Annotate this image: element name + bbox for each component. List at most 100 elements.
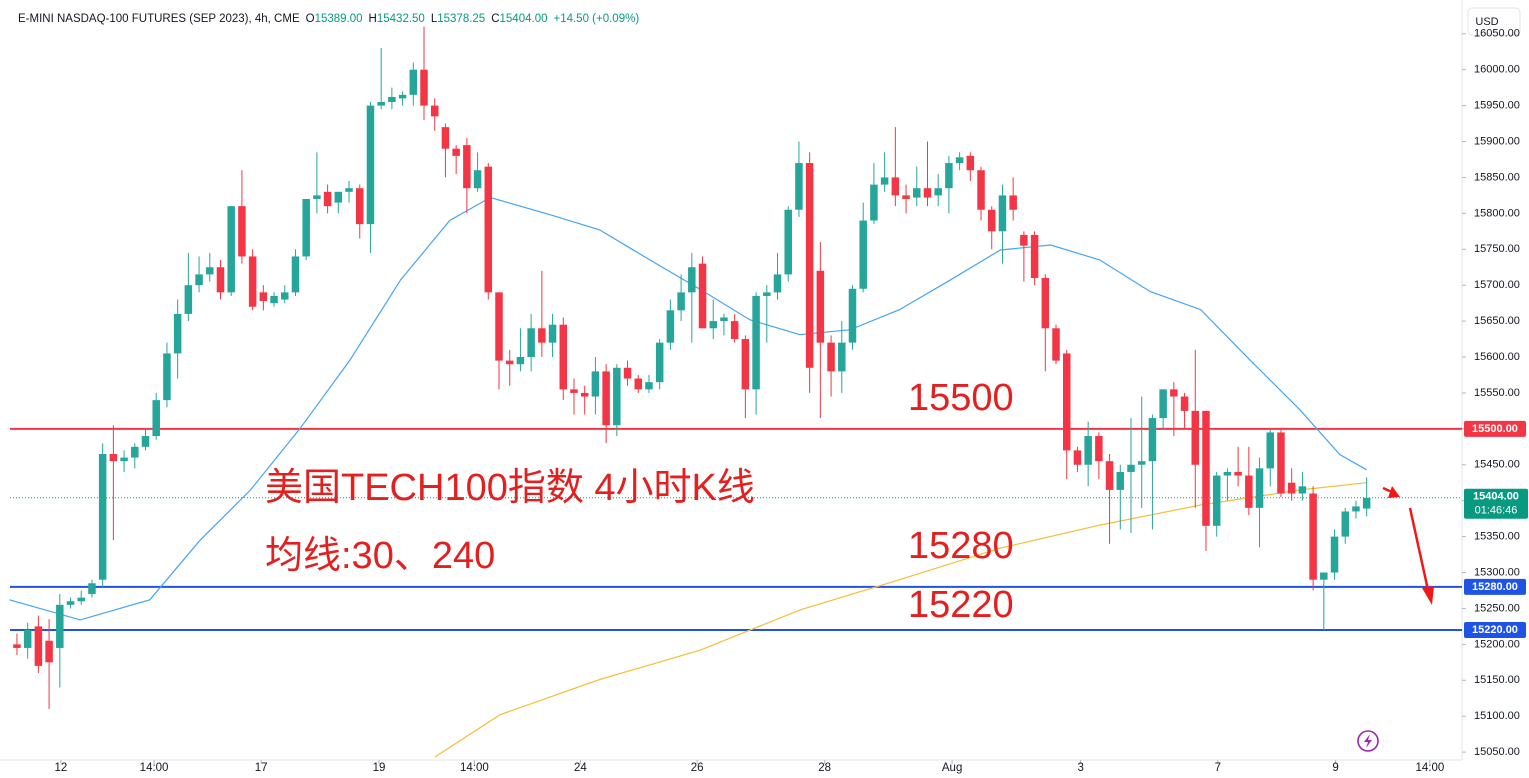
candle — [516, 328, 525, 372]
x-tick-label: 14:00 — [1415, 762, 1444, 774]
candle-body — [741, 339, 750, 390]
candle-body — [1277, 432, 1285, 494]
candle-body — [141, 436, 150, 447]
candle — [538, 270, 546, 358]
candle — [666, 299, 675, 350]
candle-body — [1212, 475, 1221, 526]
candle-body — [677, 292, 685, 311]
candle-body — [773, 274, 782, 293]
candle-body — [752, 295, 760, 390]
candle-body — [570, 389, 578, 393]
candle — [441, 123, 450, 178]
candle-body — [1245, 475, 1253, 508]
red-arrow — [1382, 486, 1434, 605]
candle — [452, 145, 460, 174]
candle — [398, 91, 407, 106]
candle — [1009, 177, 1017, 221]
candle — [580, 385, 589, 415]
candle — [463, 137, 471, 214]
candle — [1105, 453, 1114, 544]
candle — [98, 443, 107, 587]
candle — [195, 256, 203, 293]
candle-body — [1041, 277, 1050, 329]
candle-body — [34, 626, 43, 666]
candle — [698, 256, 707, 329]
candle — [1245, 446, 1253, 516]
candle-body — [206, 267, 214, 275]
candle — [827, 335, 835, 397]
candle-body — [163, 353, 171, 401]
current-price-label: 15404.00 — [1473, 491, 1519, 503]
x-tick-label: 19 — [373, 762, 386, 774]
x-tick-label: 14:00 — [460, 762, 489, 774]
candle-body — [388, 96, 396, 103]
candle — [795, 141, 803, 217]
alert-icon[interactable] — [1357, 730, 1379, 752]
candle — [270, 292, 278, 307]
candle — [88, 579, 96, 598]
candle-body — [152, 400, 160, 437]
candle-body — [377, 102, 385, 106]
candle-body — [1116, 471, 1125, 490]
candle-body — [784, 209, 792, 275]
x-tick-label: Aug — [942, 762, 962, 774]
candle-body — [805, 163, 814, 368]
candle — [1052, 324, 1060, 365]
candle-body — [313, 195, 321, 199]
y-tick-label: 15700.00 — [1474, 279, 1520, 291]
candle — [505, 349, 514, 386]
arrow-shaft — [1408, 507, 1430, 591]
header: E-MINI NASDAQ-100 FUTURES (SEP 2023), 4h… — [18, 13, 639, 25]
level-price-label: 15220.00 — [1472, 624, 1518, 636]
candle-body — [238, 206, 246, 257]
candle — [334, 191, 343, 214]
candle — [570, 378, 578, 415]
candle-body — [1052, 328, 1060, 361]
candle-body — [88, 583, 96, 595]
candle — [355, 184, 364, 239]
candle-body — [816, 270, 825, 343]
candle-body — [580, 392, 589, 397]
candle — [838, 321, 846, 393]
candle — [527, 313, 535, 372]
candle-body — [848, 288, 857, 343]
candle-body — [645, 382, 653, 390]
candle-body — [634, 378, 643, 390]
y-tick-label: 15050.00 — [1474, 746, 1520, 758]
candle — [859, 202, 867, 293]
level-price-label: 15280.00 — [1472, 581, 1518, 593]
candle-body — [1298, 486, 1307, 494]
candle-body — [1030, 234, 1039, 278]
candle — [184, 252, 193, 322]
candle — [1159, 389, 1167, 429]
candle — [377, 48, 385, 110]
candle-body — [366, 105, 375, 225]
candle — [66, 597, 75, 609]
y-tick-label: 15250.00 — [1474, 602, 1520, 614]
candle-body — [1255, 468, 1264, 508]
candle — [645, 374, 653, 393]
candle — [923, 141, 932, 207]
candle-body — [184, 285, 193, 314]
candle — [741, 335, 750, 419]
candle-body — [195, 274, 203, 286]
current-price-tag — [1464, 488, 1528, 519]
candle — [870, 163, 878, 225]
y-tick-label: 16050.00 — [1474, 28, 1520, 40]
candle-body — [452, 148, 460, 156]
candle-body — [891, 177, 900, 196]
candle-body — [23, 629, 32, 648]
candle-body — [505, 360, 514, 365]
candle — [688, 252, 696, 343]
candle — [152, 392, 160, 440]
currency-button[interactable] — [1467, 7, 1521, 36]
arrow-head — [1388, 486, 1400, 498]
candle-body — [473, 170, 482, 189]
level-annotation: 15280 — [908, 525, 1014, 567]
candle-body — [259, 292, 268, 301]
candle — [634, 374, 643, 393]
quote-value: 15404.00 — [500, 13, 548, 25]
candle-body — [902, 195, 910, 199]
